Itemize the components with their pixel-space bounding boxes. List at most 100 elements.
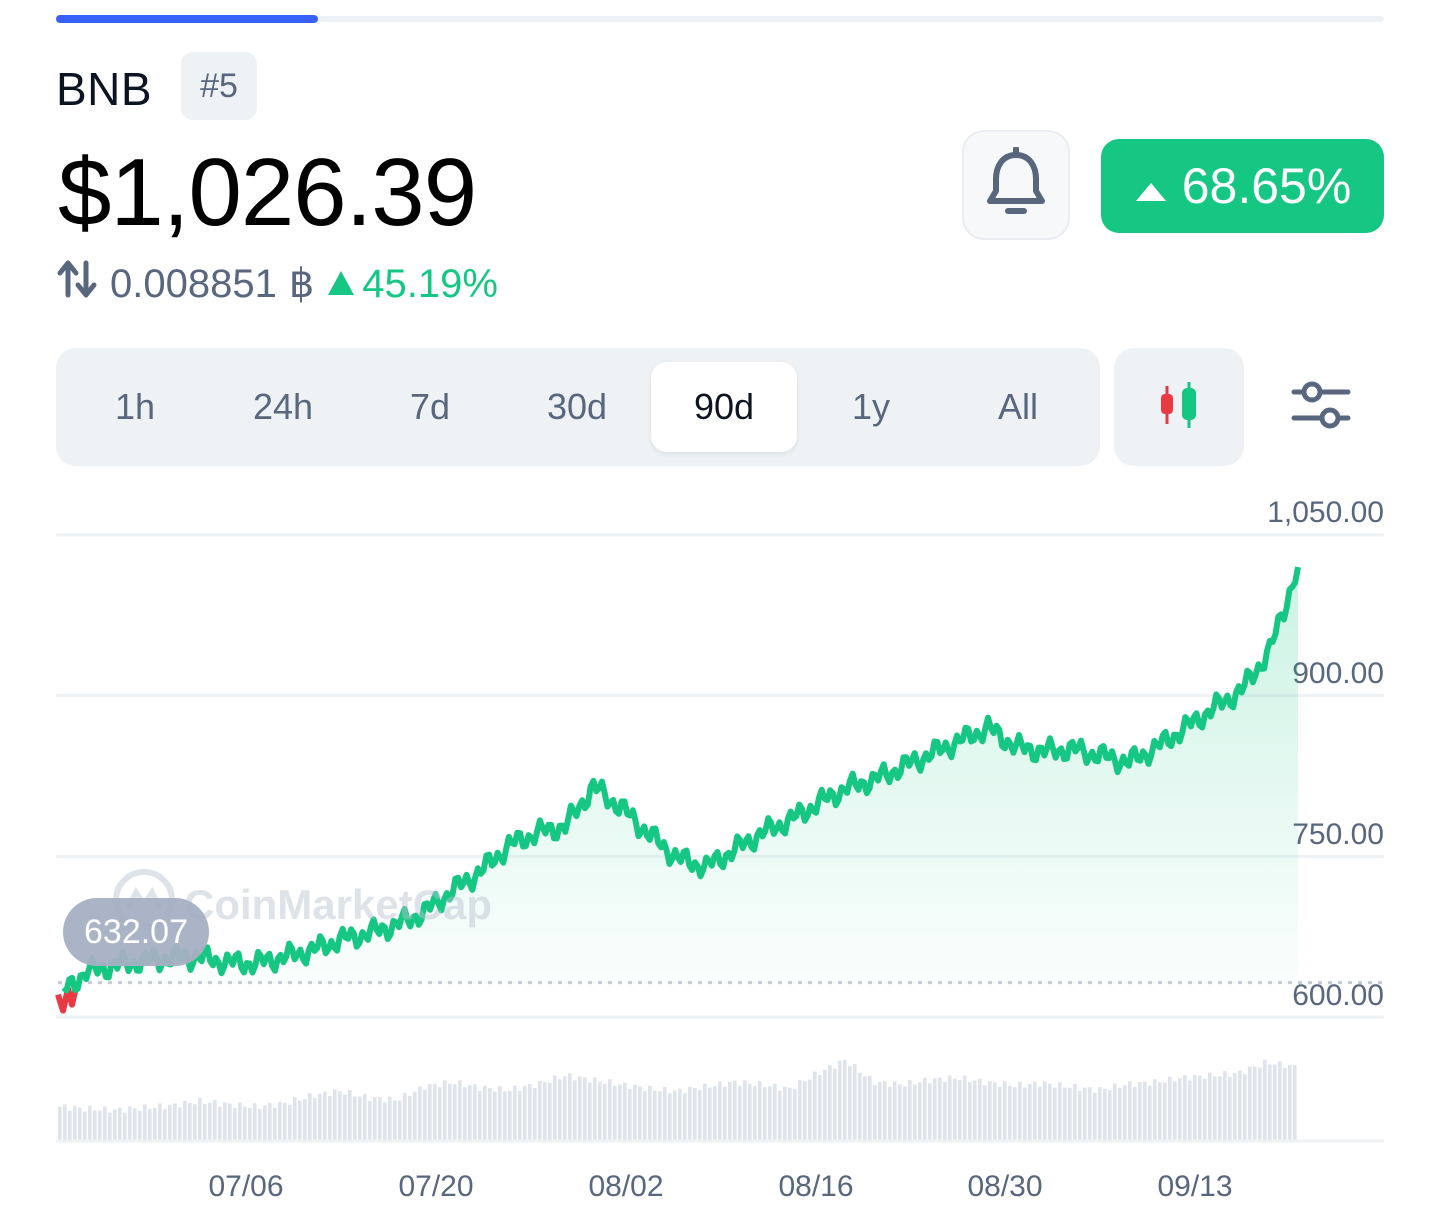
volume-bar: [778, 1090, 782, 1140]
price-area-fill: [58, 567, 1298, 983]
volume-bar: [553, 1075, 557, 1140]
volume-bar: [153, 1107, 157, 1140]
volume-bar: [738, 1086, 742, 1140]
volume-bar: [88, 1105, 92, 1140]
y-tick-label: 1,050.00: [1267, 496, 1384, 529]
chart-type-button[interactable]: [1114, 348, 1244, 466]
volume-bar: [953, 1078, 957, 1140]
volume-bar: [1248, 1066, 1252, 1140]
volume-bar: [388, 1096, 392, 1140]
range-tab-30d[interactable]: 30d: [546, 386, 608, 427]
volume-bar: [298, 1100, 302, 1140]
range-tab-7d[interactable]: 7d: [409, 386, 451, 427]
volume-bar: [118, 1107, 122, 1140]
volume-bar: [1058, 1082, 1062, 1140]
volume-bar: [178, 1107, 182, 1140]
volume-bar: [1103, 1088, 1107, 1140]
volume-bar: [728, 1081, 732, 1140]
volume-bar: [803, 1081, 807, 1140]
volume-bar: [598, 1081, 602, 1140]
volume-bar: [1223, 1071, 1227, 1140]
volume-bar: [323, 1091, 327, 1140]
volume-bar: [1213, 1076, 1217, 1140]
coin-price: $1,026.39: [58, 139, 477, 246]
volume-bar: [293, 1097, 297, 1140]
up-triangle-icon: [326, 262, 356, 307]
volume-bar: [973, 1080, 977, 1140]
range-tab-1y[interactable]: 1y: [851, 386, 891, 427]
volume-bar: [903, 1086, 907, 1140]
volume-bar: [343, 1094, 347, 1140]
volume-bar: [188, 1103, 192, 1140]
volume-bar: [643, 1091, 647, 1140]
volume-bar: [1043, 1081, 1047, 1140]
volume-bar: [383, 1102, 387, 1140]
volume-bar: [1018, 1081, 1022, 1140]
volume-bar: [403, 1092, 407, 1140]
volume-bar: [1173, 1081, 1177, 1140]
volume-bar: [618, 1084, 622, 1140]
volume-bar: [248, 1107, 252, 1140]
watermark-text: CoinMarketCap: [184, 881, 493, 928]
volume-bar: [1038, 1086, 1042, 1140]
volume-bar: [443, 1080, 447, 1140]
volume-bar: [613, 1085, 617, 1140]
price-alert-button[interactable]: [962, 130, 1070, 240]
volume-bar: [978, 1078, 982, 1140]
volume-bar: [658, 1091, 662, 1140]
volume-bar: [1228, 1076, 1232, 1140]
volume-bar: [473, 1084, 477, 1140]
volume-bar: [818, 1074, 822, 1140]
volume-bar: [238, 1102, 242, 1140]
volume-bar: [1233, 1073, 1237, 1140]
volume-bar: [923, 1077, 927, 1140]
volume-bar: [898, 1084, 902, 1140]
volume-bar: [558, 1079, 562, 1140]
volume-bar: [863, 1076, 867, 1140]
volume-bar: [788, 1087, 792, 1140]
volume-bar: [533, 1088, 537, 1140]
volume-bar: [723, 1086, 727, 1140]
volume-bar: [353, 1096, 357, 1140]
range-tab-90d[interactable]: 90d: [651, 362, 797, 452]
range-tab-1h[interactable]: 1h: [114, 386, 156, 427]
volume-bar: [913, 1084, 917, 1140]
volume-bar: [823, 1069, 827, 1140]
volume-bar: [668, 1093, 672, 1140]
range-tab-24h[interactable]: 24h: [252, 386, 314, 427]
volume-bar: [513, 1085, 517, 1140]
volume-bar: [1138, 1082, 1142, 1140]
volume-bar: [1028, 1084, 1032, 1140]
swap-arrows-icon[interactable]: [56, 259, 98, 309]
volume-bar: [783, 1086, 787, 1140]
volume-bar: [1148, 1085, 1152, 1140]
volume-bar: [1188, 1080, 1192, 1140]
volume-bar: [673, 1090, 677, 1140]
volume-bar: [583, 1077, 587, 1140]
volume-bar: [113, 1109, 117, 1140]
btc-change-value: 45.19%: [362, 261, 498, 306]
volume-bar: [478, 1090, 482, 1140]
btc-price-row: 0.008851 ฿ 45.19%: [56, 258, 498, 310]
volume-bar: [1053, 1087, 1057, 1140]
volume-bar: [868, 1075, 872, 1140]
volume-bar: [193, 1104, 197, 1140]
volume-bar: [593, 1077, 597, 1140]
volume-bar: [963, 1075, 967, 1140]
volume-bar: [128, 1106, 132, 1140]
volume-bar: [878, 1082, 882, 1140]
volume-bar: [753, 1086, 757, 1140]
chart-settings-button[interactable]: [1262, 348, 1380, 466]
volume-bar: [93, 1110, 97, 1140]
volume-bar: [733, 1080, 737, 1140]
volume-bar: [883, 1081, 887, 1140]
volume-bar: [138, 1110, 142, 1140]
volume-bar: [678, 1088, 682, 1140]
volume-bar: [748, 1083, 752, 1140]
volume-bar: [793, 1089, 797, 1140]
volume-bar: [948, 1075, 952, 1140]
volume-bar: [233, 1108, 237, 1140]
volume-bar: [943, 1082, 947, 1140]
range-tab-all[interactable]: All: [997, 386, 1038, 427]
